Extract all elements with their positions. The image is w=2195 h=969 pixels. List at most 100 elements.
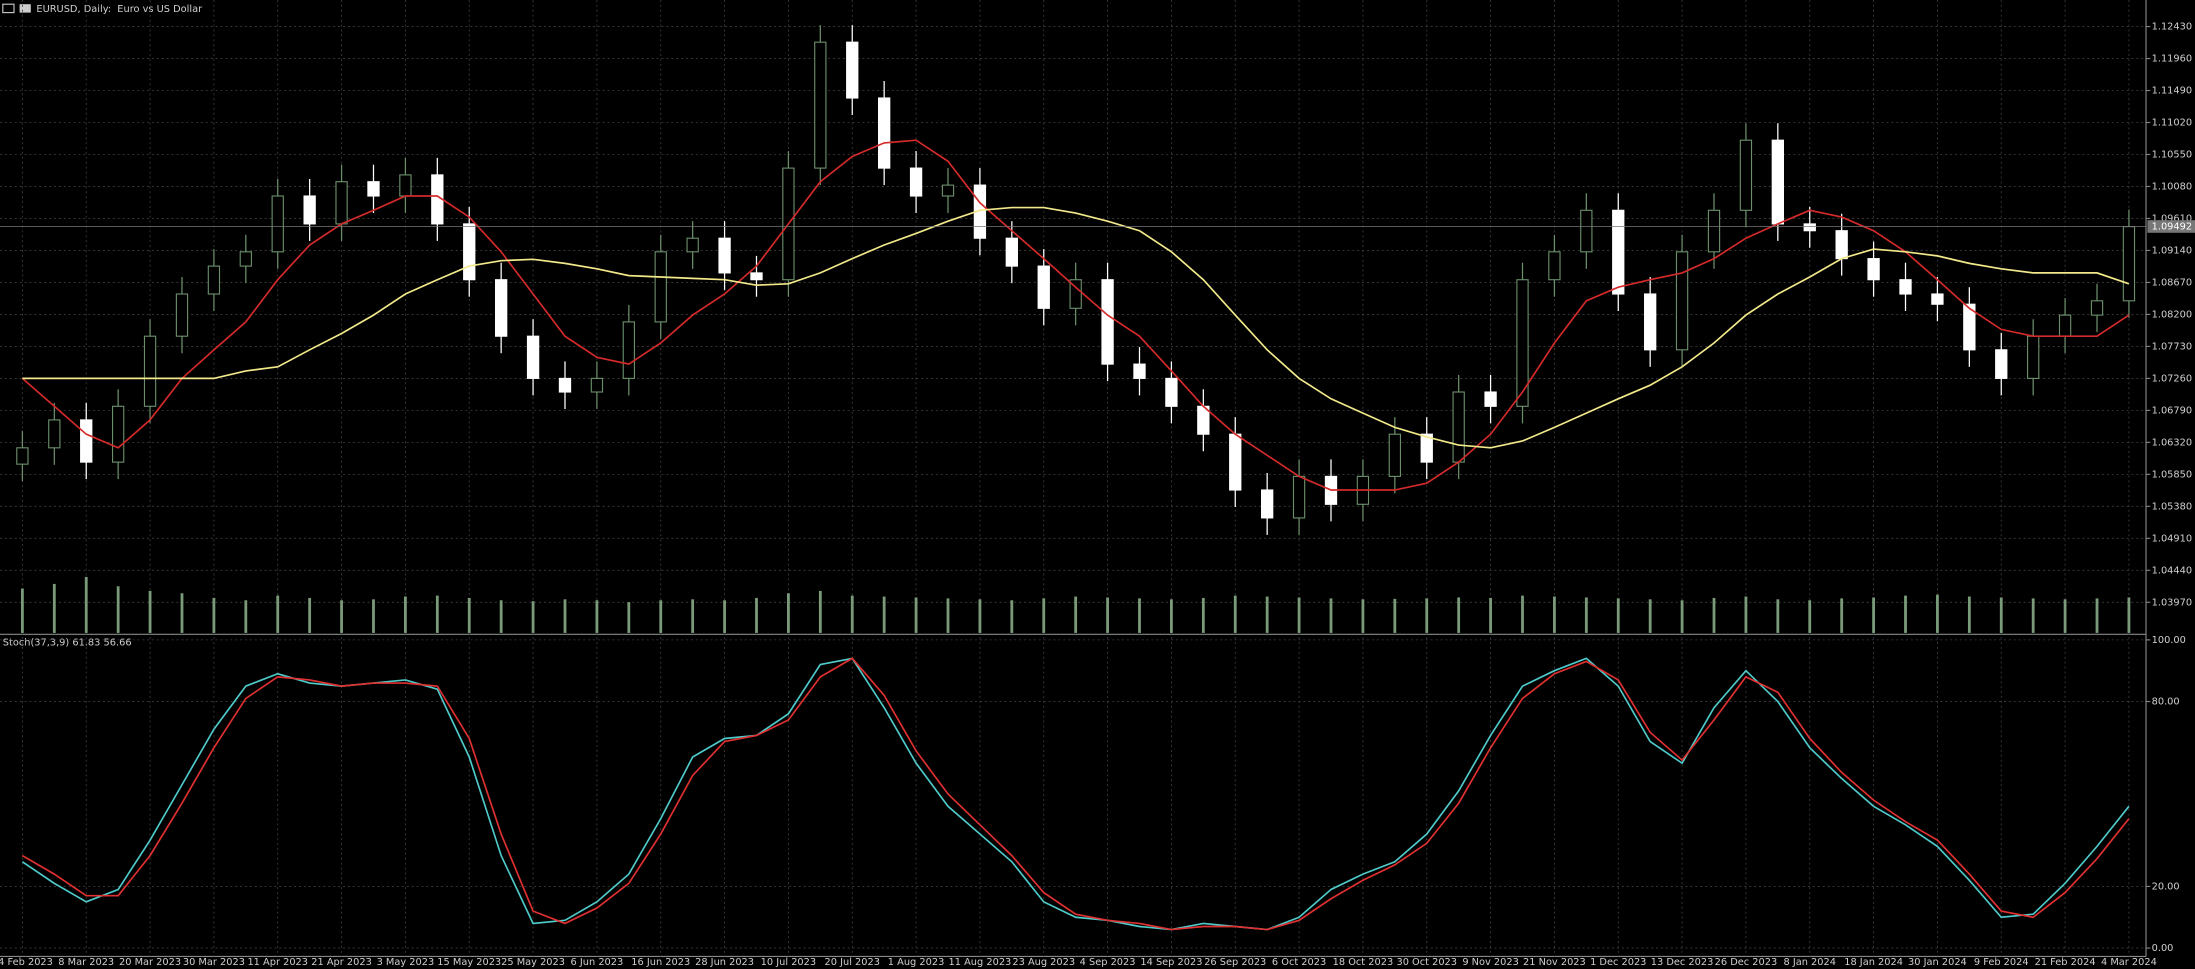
x-tick-label: 4 Mar 2024 <box>2101 957 2157 968</box>
y-tick-label: 1.03970 <box>2152 597 2193 608</box>
candle-body <box>1612 209 1625 295</box>
volume-bar <box>755 597 758 633</box>
x-tick-label: 24 Feb 2023 <box>0 957 53 968</box>
volume-bar <box>1201 597 1205 633</box>
candle-body <box>686 237 699 253</box>
volume-bar <box>882 596 886 633</box>
volume-bar <box>1010 600 1014 633</box>
volume-bar <box>2063 599 2067 633</box>
candle-body <box>718 237 731 274</box>
volume-bar <box>1808 600 1812 633</box>
candle-body <box>1835 230 1848 260</box>
volume-bar <box>850 595 854 633</box>
candle-body <box>1644 293 1657 351</box>
x-tick-label: 3 May 2023 <box>377 957 435 968</box>
y-tick-label: 100.00 <box>2152 635 2186 646</box>
x-tick-label: 6 Jun 2023 <box>571 957 624 968</box>
candle-body <box>303 195 316 225</box>
y-tick-label: 1.11490 <box>2152 86 2193 97</box>
y-tick-label: 1.12430 <box>2152 22 2193 33</box>
candle-body <box>750 272 763 281</box>
candle-body <box>1739 139 1753 211</box>
volume-bar <box>1393 598 1397 633</box>
candle-body <box>1388 433 1401 477</box>
candle-body <box>335 181 348 225</box>
volume-bar <box>1999 597 2003 633</box>
x-tick-label: 28 Jun 2023 <box>695 957 754 968</box>
volume-bar <box>499 600 503 633</box>
chart-title: EURUSD, Daily: Euro vs US Dollar <box>36 4 203 15</box>
candle-body <box>590 377 604 393</box>
volume-bar <box>1584 597 1588 633</box>
menu-icon[interactable] <box>2 3 15 14</box>
volume-bar <box>244 600 248 633</box>
volume-bar <box>20 588 24 633</box>
indicator-line <box>21 657 2130 931</box>
volume-bar <box>818 590 822 633</box>
volume-bar <box>1297 597 1301 633</box>
candle-body <box>175 293 189 337</box>
candle-body <box>111 405 125 463</box>
volume-bar <box>1616 598 1620 633</box>
candle-body <box>1548 251 1561 281</box>
candle-body <box>1516 279 1529 407</box>
candle-body <box>909 167 923 197</box>
volume-bar <box>787 593 790 633</box>
y-tick-label: 20.00 <box>2152 881 2180 892</box>
candle-body <box>48 419 61 449</box>
volume-bar <box>116 586 120 633</box>
candle-body <box>941 184 955 197</box>
volume-bar <box>914 597 918 633</box>
x-tick-label: 18 Jan 2024 <box>1844 957 1903 968</box>
candle-body <box>526 335 540 379</box>
candle-body <box>622 321 635 379</box>
candle-body <box>207 265 221 295</box>
indicator-line <box>21 139 2130 491</box>
volume-bar <box>52 583 56 633</box>
volume-bar <box>946 598 950 633</box>
volume-bar <box>2095 598 2099 633</box>
y-tick-label: 0.00 <box>2152 943 2174 954</box>
candle-body <box>1261 489 1274 519</box>
x-tick-label: 1 Aug 2023 <box>888 957 945 968</box>
chart-icon[interactable] <box>19 4 31 13</box>
volume-bar <box>1329 598 1333 633</box>
candle-body <box>1867 258 1880 281</box>
volume-bar <box>404 596 407 633</box>
volume-bar <box>595 600 599 633</box>
volume-bar <box>627 602 631 633</box>
x-tick-label: 26 Dec 2023 <box>1715 957 1778 968</box>
x-tick-label: 6 Oct 2023 <box>1272 957 1326 968</box>
x-tick-label: 9 Feb 2024 <box>1974 957 2029 968</box>
x-tick-label: 15 May 2023 <box>437 957 501 968</box>
candle-body <box>271 195 284 253</box>
volume-bar <box>1936 594 1939 633</box>
x-tick-label: 30 Mar 2023 <box>183 957 245 968</box>
x-tick-label: 21 Apr 2023 <box>311 957 372 968</box>
candle-body <box>1963 303 1976 351</box>
x-tick-label: 9 Nov 2023 <box>1462 957 1519 968</box>
candle-body <box>1133 363 1146 379</box>
candle-body <box>1484 391 1497 407</box>
y-tick-label: 1.11960 <box>2152 54 2193 65</box>
candle-body <box>143 335 157 407</box>
volume-bar <box>308 597 312 633</box>
x-tick-label: 11 Apr 2023 <box>247 957 308 968</box>
x-tick-label: 16 Jun 2023 <box>631 957 690 968</box>
x-tick-label: 14 Sep 2023 <box>1140 957 1202 968</box>
volume-bar <box>1712 597 1716 633</box>
volume-bar <box>1170 599 1173 633</box>
candle-body <box>846 41 859 99</box>
volume-bar <box>1074 596 1078 633</box>
candle-body <box>239 251 252 267</box>
volume-bar <box>1521 595 1524 633</box>
volume-bar <box>1457 597 1461 633</box>
candle-body <box>494 279 508 337</box>
candle-body <box>1101 279 1114 365</box>
candle-body <box>1165 377 1178 407</box>
x-tick-label: 18 Oct 2023 <box>1333 957 1394 968</box>
candle-body <box>16 447 29 465</box>
